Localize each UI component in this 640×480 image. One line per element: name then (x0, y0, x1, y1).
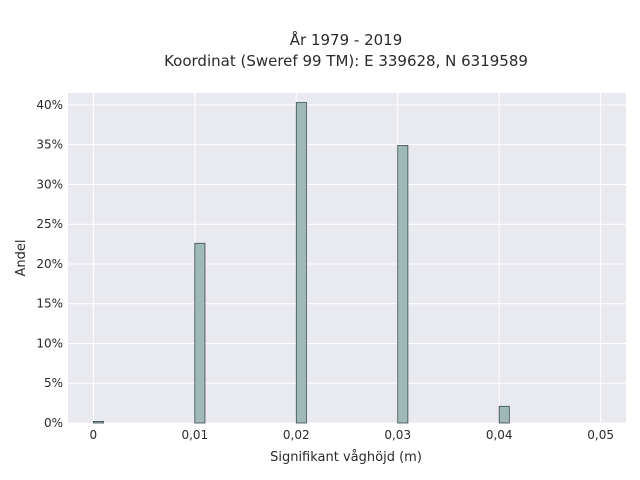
y-tick-label-1: 5% (44, 376, 63, 390)
x-tick-label-1: 0,01 (181, 428, 208, 442)
bar-4 (498, 405, 510, 424)
x-tick-labels: 0 0,01 0,02 0,03 0,04 0,05 (90, 428, 614, 442)
x-tick-label-5: 0,05 (587, 428, 614, 442)
y-tick-label-5: 25% (36, 217, 63, 231)
y-tick-label-8: 40% (36, 98, 63, 112)
y-tick-label-3: 15% (36, 297, 63, 311)
x-tick-label-3: 0,03 (384, 428, 411, 442)
bar-0 (92, 421, 104, 424)
y-tick-label-4: 20% (36, 257, 63, 271)
y-tick-label-7: 35% (36, 138, 63, 152)
plot-area (68, 93, 626, 423)
chart-title-line-2: Koordinat (Sweref 99 TM): E 339628, N 63… (164, 52, 528, 70)
x-axis-title: Signifikant våghöjd (m) (270, 450, 422, 465)
y-tick-label-6: 30% (36, 177, 63, 191)
x-tick-label-4: 0,04 (486, 428, 513, 442)
bars (92, 102, 510, 424)
y-tick-label-2: 10% (36, 336, 63, 350)
y-tick-labels: 0% 5% 10% 15% 20% 25% 30% 35% 40% (36, 98, 63, 430)
bar-3 (397, 145, 409, 424)
chart-title-line-1: År 1979 - 2019 (290, 30, 403, 49)
y-tick-label-0: 0% (44, 416, 63, 430)
grid-lines (68, 93, 626, 424)
y-axis-title: Andel (14, 240, 29, 277)
bar-1 (194, 242, 206, 424)
bar-2 (295, 102, 307, 424)
x-tick-label-0: 0 (90, 428, 98, 442)
x-tick-label-2: 0,02 (283, 428, 310, 442)
